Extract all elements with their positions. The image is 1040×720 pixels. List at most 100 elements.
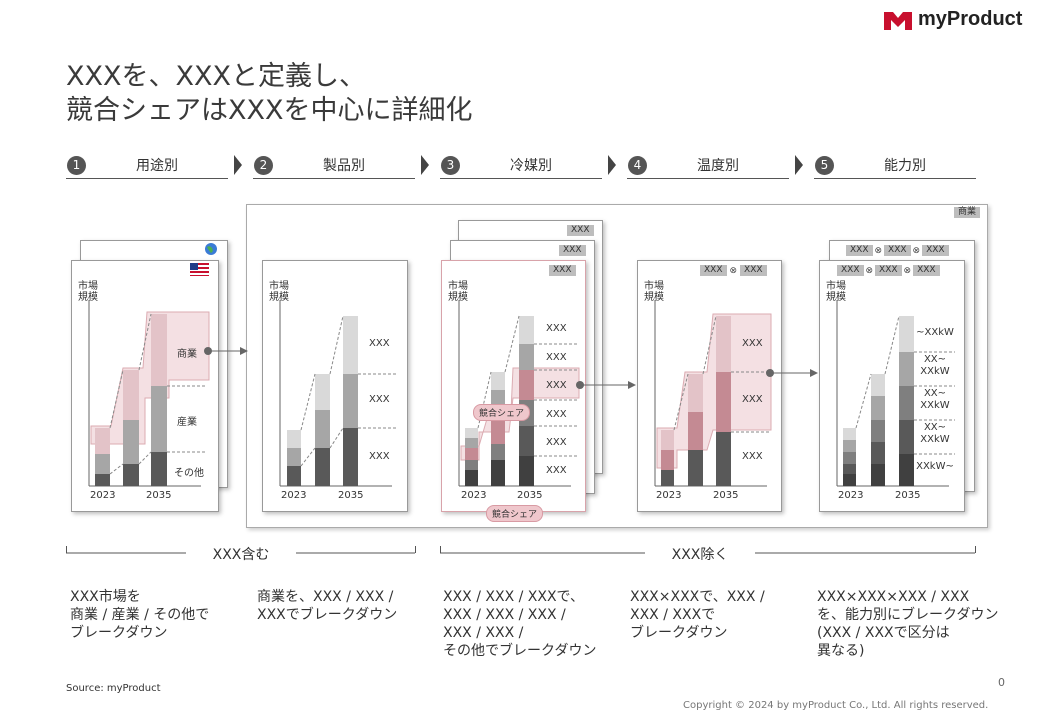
multiply-icon: ⊗ <box>729 265 738 276</box>
panel3-tag-back-2: XXX <box>567 225 594 236</box>
page-title: XXXを、XXXと定義し、 競合シェアはXXXを中心に詳細化 <box>66 61 473 126</box>
panel1-label-other: その他 <box>174 468 204 479</box>
step-2: 2 製品別 <box>253 152 415 179</box>
panel2-year-start: 2023 <box>281 490 307 501</box>
panel1-label-industrial: 産業 <box>177 417 197 428</box>
panel3-label-5: XXX <box>546 437 567 448</box>
panel5-tag-1: XXX <box>837 265 864 276</box>
multiply-icon: ⊗ <box>903 265 912 276</box>
panel5-axis-title: 市場 規模 <box>826 281 846 303</box>
arrow-right-icon <box>608 155 616 175</box>
panel3-axis-title: 市場 規模 <box>448 281 468 303</box>
panel1-year-end: 2035 <box>146 490 172 501</box>
panel5-back-tag-3: XXX <box>922 245 949 256</box>
step-label: 用途別 <box>136 158 178 174</box>
panel2-label-2: XXX <box>369 394 390 405</box>
panel1-year-start: 2023 <box>90 490 116 501</box>
panel5-label-3: XX~ XXkW <box>920 388 950 411</box>
arrow-right-icon <box>795 155 803 175</box>
description-5: XXX×XXX×XXX / XXX を、能力別にブレークダウン (XXX / X… <box>817 589 999 659</box>
panel3-tag: XXX <box>549 265 576 276</box>
arrow-right-icon <box>421 155 429 175</box>
arrow-right-icon <box>234 155 242 175</box>
step-label: 温度別 <box>697 158 739 174</box>
bracket-right <box>440 546 976 554</box>
panel3-competitor-share-badge-bottom: 競合シェア <box>486 505 544 522</box>
panel5-tag-2: XXX <box>875 265 902 276</box>
panel5-year-start: 2023 <box>838 490 864 501</box>
step-1: 1 用途別 <box>66 152 228 179</box>
step-label: 製品別 <box>323 158 365 174</box>
step-label: 能力別 <box>884 158 926 174</box>
panel3-label-4: XXX <box>546 409 567 420</box>
panel1-axis-title: 市場 規模 <box>78 281 98 303</box>
connector-arrow-icon <box>576 381 636 389</box>
connector-arrow-icon <box>766 369 818 377</box>
panel3-chart <box>458 300 580 487</box>
bracket-right-label: XXX除く <box>671 547 729 563</box>
step-label: 冷媒別 <box>510 158 552 174</box>
brand-logo-icon <box>884 11 912 30</box>
panel5-chart <box>836 300 955 487</box>
panel5-label-2: XX~ XXkW <box>920 354 950 377</box>
panel3-year-end: 2035 <box>517 490 543 501</box>
panel5-back-tags: XXX ⊗ XXX ⊗ XXX <box>846 245 949 256</box>
panel3-competitor-share-badge-top: 競合シェア <box>473 404 531 421</box>
brand-name: myProduct <box>918 8 1023 30</box>
panel5-back-tag-1: XXX <box>846 245 873 256</box>
panel5-back-tag-2: XXX <box>884 245 911 256</box>
bracket-left-label: XXX含む <box>212 547 270 563</box>
panel4-tag-left: XXX <box>700 265 727 276</box>
panel5-tag-3: XXX <box>913 265 940 276</box>
step-5: 5 能力別 <box>814 152 976 179</box>
panel2-year-end: 2035 <box>338 490 364 501</box>
panel2-label-1: XXX <box>369 338 390 349</box>
panel5-label-4: XX~ XXkW <box>920 422 950 445</box>
panel3-year-start: 2023 <box>461 490 487 501</box>
panel2 <box>262 260 408 512</box>
panel4-label-2: XXX <box>742 394 763 405</box>
panel2-axis-title: 市場 規模 <box>269 281 289 303</box>
description-4: XXX×XXXで、XXX / XXX / XXXで ブレークダウン <box>630 589 765 641</box>
panel2-chart <box>279 300 398 487</box>
panel4-tag-right: XXX <box>740 265 767 276</box>
panel3-label-6: XXX <box>546 465 567 476</box>
step-number: 4 <box>628 155 647 175</box>
panel1-label-commercial: 商業 <box>177 349 197 360</box>
globe-icon <box>205 243 217 255</box>
step-number: 5 <box>815 155 834 175</box>
brand-logo: myProduct <box>884 8 1022 31</box>
description-3: XXX / XXX / XXXで、 XXX / XXX / XXX / XXX … <box>443 589 597 659</box>
panel5-tags: XXX ⊗ XXX ⊗ XXX <box>837 265 940 276</box>
panel4-year-end: 2035 <box>713 490 739 501</box>
step-number: 2 <box>254 155 273 175</box>
us-flag-icon <box>190 263 209 276</box>
panel3-label-1: XXX <box>546 323 567 334</box>
panel4-tags: XXX ⊗ XXX <box>700 265 767 276</box>
panel3-tag-back-1: XXX <box>559 245 586 256</box>
description-1: XXX市場を 商業 / 産業 / その他で ブレークダウン <box>70 589 210 641</box>
panel5-year-end: 2035 <box>895 490 921 501</box>
connector-arrow-icon <box>204 347 248 355</box>
panel4-label-3: XXX <box>742 451 763 462</box>
multiply-icon: ⊗ <box>874 245 883 256</box>
panel4-label-1: XXX <box>742 338 763 349</box>
description-2: 商業を、XXX / XXX / XXXでブレークダウン <box>257 589 398 623</box>
panel4-year-start: 2023 <box>656 490 682 501</box>
panel3-label-3: XXX <box>546 380 567 391</box>
panel5-label-1: ~XXkW <box>916 327 954 338</box>
step-4: 4 温度別 <box>627 152 789 179</box>
commercial-tag: 商業 <box>954 207 981 218</box>
panel5-label-5: XXkW~ <box>916 461 954 472</box>
step-number: 1 <box>67 155 86 175</box>
panel3-label-2: XXX <box>546 352 567 363</box>
panel2-label-3: XXX <box>369 451 390 462</box>
copyright: Copyright © 2024 by myProduct Co., Ltd. … <box>683 700 989 711</box>
panel1-chart <box>88 300 210 487</box>
panel4-chart <box>654 300 772 487</box>
bracket-left <box>66 546 416 554</box>
multiply-icon: ⊗ <box>912 245 921 256</box>
step-3: 3 冷媒別 <box>440 152 602 179</box>
step-number: 3 <box>441 155 460 175</box>
source-note: Source: myProduct <box>66 683 161 694</box>
